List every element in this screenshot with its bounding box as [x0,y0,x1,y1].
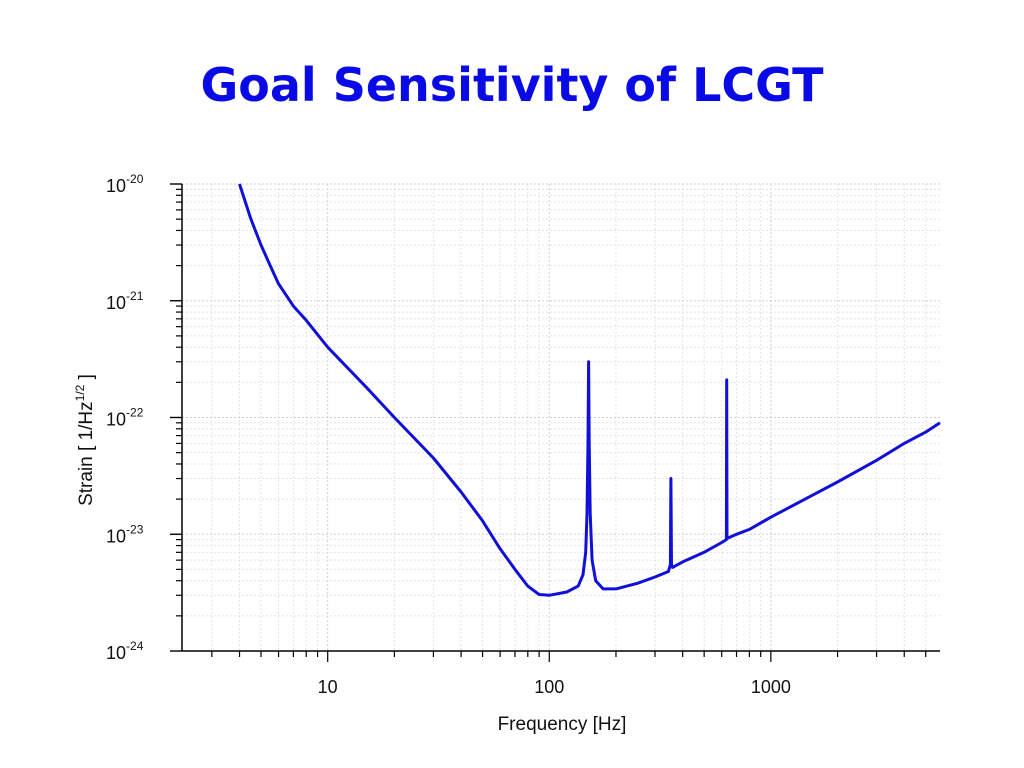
x-tick-label: 10 [318,677,338,697]
x-tick-label: 1000 [751,677,791,697]
grid-lines [182,183,940,652]
y-tick-label: 10-20 [106,172,144,196]
sensitivity-curve [238,183,941,597]
slide-title: Goal Sensitivity of LCGT [200,58,824,112]
y-tick-label: 10-22 [106,406,144,430]
tick-labels: 10-20 10-21 10-22 10-23 10-24 10 100 1000 [106,172,791,697]
y-tick-label: 10-24 [106,639,144,663]
y-tick-label: 10-23 [106,522,144,546]
ticks [170,183,927,662]
y-axis-title: Strain [ 1/Hz1/2 ] [73,374,97,506]
x-tick-label: 100 [534,677,564,697]
y-tick-label: 10-21 [106,289,144,313]
x-axis-title: Frequency [Hz] [498,714,627,735]
